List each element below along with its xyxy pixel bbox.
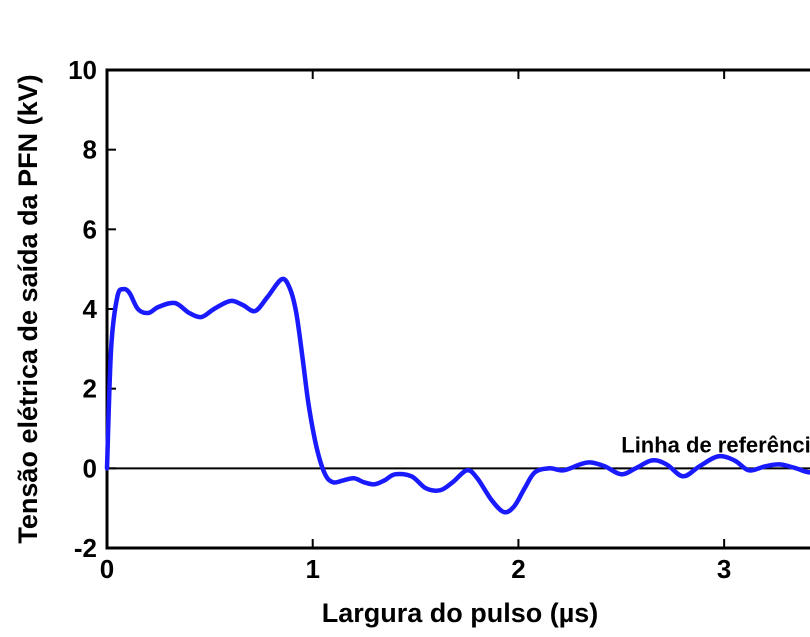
y-tick-label: 10 xyxy=(68,55,97,85)
y-axis-ticks: -2 0 2 4 6 8 10 xyxy=(68,55,116,563)
y-tick-label: 0 xyxy=(83,453,97,483)
voltage-series-line xyxy=(104,276,810,515)
y-tick-label: 8 xyxy=(83,135,97,165)
x-axis-ticks: 0 1 2 3 xyxy=(100,70,731,584)
y-tick-label: 4 xyxy=(83,294,98,324)
x-tick-label: 0 xyxy=(100,554,114,584)
x-tick-label: 1 xyxy=(305,554,319,584)
x-tick-label: 3 xyxy=(717,554,731,584)
y-tick-label: -2 xyxy=(74,533,97,563)
reference-line-label: Linha de referência xyxy=(621,432,810,457)
y-tick-label: 2 xyxy=(83,374,97,404)
x-axis-title: Largura do pulso (µs) xyxy=(322,598,599,628)
y-tick-label: 6 xyxy=(83,214,97,244)
y-axis-title: Tensão elétrica de saída da PFN (kV) xyxy=(13,74,43,543)
x-tick-label: 2 xyxy=(511,554,525,584)
